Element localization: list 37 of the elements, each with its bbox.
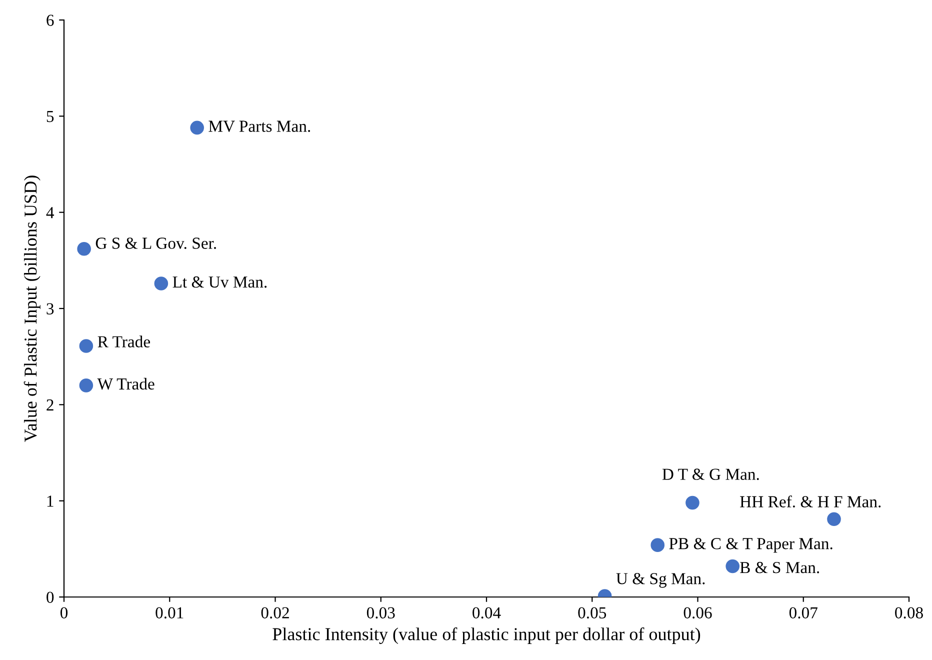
x-tick-label: 0.08 bbox=[895, 607, 923, 619]
point bbox=[154, 276, 168, 290]
y-tick-label: 4 bbox=[46, 207, 54, 218]
y-axis-title: Value of Plastic Input (billions USD) bbox=[24, 176, 40, 442]
annotation: MV Parts Man. bbox=[208, 120, 310, 132]
annotation: B & S Man. bbox=[740, 562, 820, 574]
y-tick-label: 2 bbox=[46, 399, 54, 410]
x-tick-label: 0.04 bbox=[472, 607, 501, 619]
point bbox=[650, 538, 665, 552]
annotation: R Trade bbox=[98, 336, 150, 348]
y-tick-label: 0 bbox=[46, 592, 54, 603]
x-tick-label: 0.05 bbox=[578, 607, 606, 619]
x-tick-label: 0 bbox=[60, 607, 68, 618]
y-tick-label: 6 bbox=[46, 14, 54, 26]
annotation: Lt & Uv Man. bbox=[172, 276, 267, 288]
point bbox=[79, 339, 94, 353]
point bbox=[190, 120, 204, 135]
y-tick-label: 3 bbox=[46, 303, 54, 314]
x-tick-label: 0.01 bbox=[156, 607, 184, 619]
point bbox=[726, 559, 740, 574]
x-tick-label: 0.03 bbox=[366, 607, 395, 619]
point bbox=[686, 496, 700, 510]
annotation: G S & L Gov. Ser. bbox=[96, 238, 216, 249]
annotation: D T & G Man. bbox=[662, 468, 759, 480]
x-tick-label: 0.07 bbox=[789, 607, 818, 619]
x-tick-label: 0.02 bbox=[261, 607, 289, 619]
annotation: PB & C & T Paper Man. bbox=[669, 538, 832, 553]
annotation: W Trade bbox=[97, 378, 154, 390]
annotation: U & Sg Man. bbox=[616, 573, 705, 588]
x-axis-title: Plastic Intensity (value of plastic input per dollar of output) bbox=[272, 627, 700, 644]
x-tick-label: 0.06 bbox=[684, 607, 712, 619]
point bbox=[77, 242, 91, 256]
annotation: HH Ref. & H F Man. bbox=[740, 495, 881, 508]
point bbox=[827, 512, 841, 526]
y-tick-label: 5 bbox=[46, 111, 54, 122]
point bbox=[79, 378, 94, 392]
y-tick-label: 1 bbox=[47, 496, 54, 507]
